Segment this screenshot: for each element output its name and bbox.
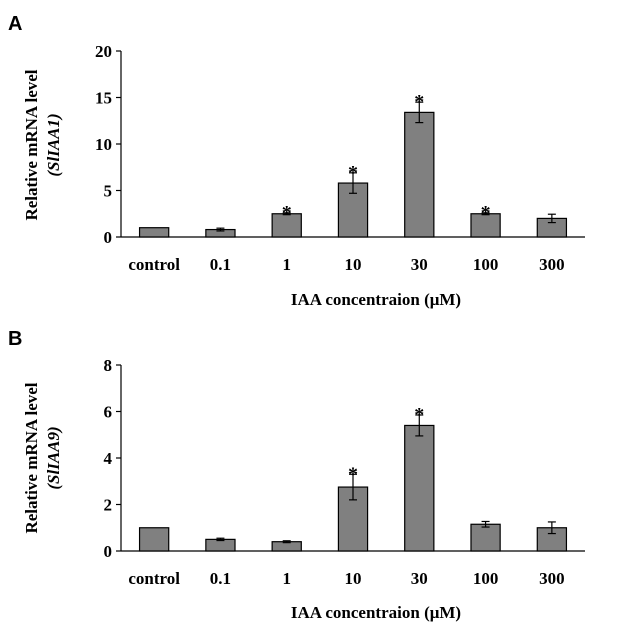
x-tick-label: 10	[345, 255, 362, 274]
y-tick-label: 5	[104, 182, 113, 201]
y-tick-label: 20	[95, 42, 112, 61]
x-tick-label: 100	[473, 255, 499, 274]
significance-star: *	[414, 91, 424, 113]
bar	[404, 424, 435, 552]
significance-star: *	[348, 463, 358, 485]
x-tick-label: 300	[539, 569, 565, 588]
significance-star: *	[481, 202, 491, 224]
x-tick-label: control	[128, 255, 180, 274]
x-tick-label: 0.1	[210, 569, 231, 588]
y-tick-label: 4	[104, 449, 113, 468]
significance-star: *	[282, 202, 292, 224]
y-axis-gene-label: (SlIAA1)	[44, 113, 63, 176]
bar	[470, 523, 501, 552]
x-tick-label: 1	[282, 255, 291, 274]
x-tick-label: 300	[539, 255, 565, 274]
y-tick-label: 15	[95, 89, 112, 108]
y-axis-title: Relative mRNA level	[22, 69, 41, 220]
bar	[404, 111, 435, 238]
panel-b: B Relative mRNA level (SlIAA9) IAA conce…	[8, 328, 585, 622]
panel-letter: A	[8, 13, 22, 35]
x-tick-label: control	[128, 569, 180, 588]
significance-star: *	[414, 404, 424, 426]
y-tick-label: 0	[104, 542, 113, 561]
bar	[138, 227, 170, 238]
x-tick-label: 10	[345, 569, 362, 588]
x-tick-label: 0.1	[210, 255, 231, 274]
x-tick-label: 1	[282, 569, 291, 588]
x-tick-label: 100	[473, 569, 499, 588]
x-axis-title: IAA concentraion (μM)	[291, 603, 461, 622]
y-tick-label: 0	[104, 228, 113, 247]
y-tick-label: 2	[104, 496, 113, 515]
y-tick-label: 8	[104, 356, 113, 375]
y-tick-label: 6	[104, 403, 113, 422]
panel-letter: B	[8, 328, 22, 350]
y-axis-gene-label: (SlIAA9)	[44, 426, 63, 489]
bar	[138, 527, 170, 552]
significance-star: *	[348, 162, 358, 184]
x-axis-title: IAA concentraion (μM)	[291, 290, 461, 309]
x-tick-label: 30	[411, 255, 428, 274]
y-axis-title: Relative mRNA level	[22, 382, 41, 533]
y-tick-label: 10	[95, 135, 112, 154]
panel-a: A Relative mRNA level (SlIAA1) IAA conce…	[8, 13, 585, 309]
x-tick-label: 30	[411, 569, 428, 588]
